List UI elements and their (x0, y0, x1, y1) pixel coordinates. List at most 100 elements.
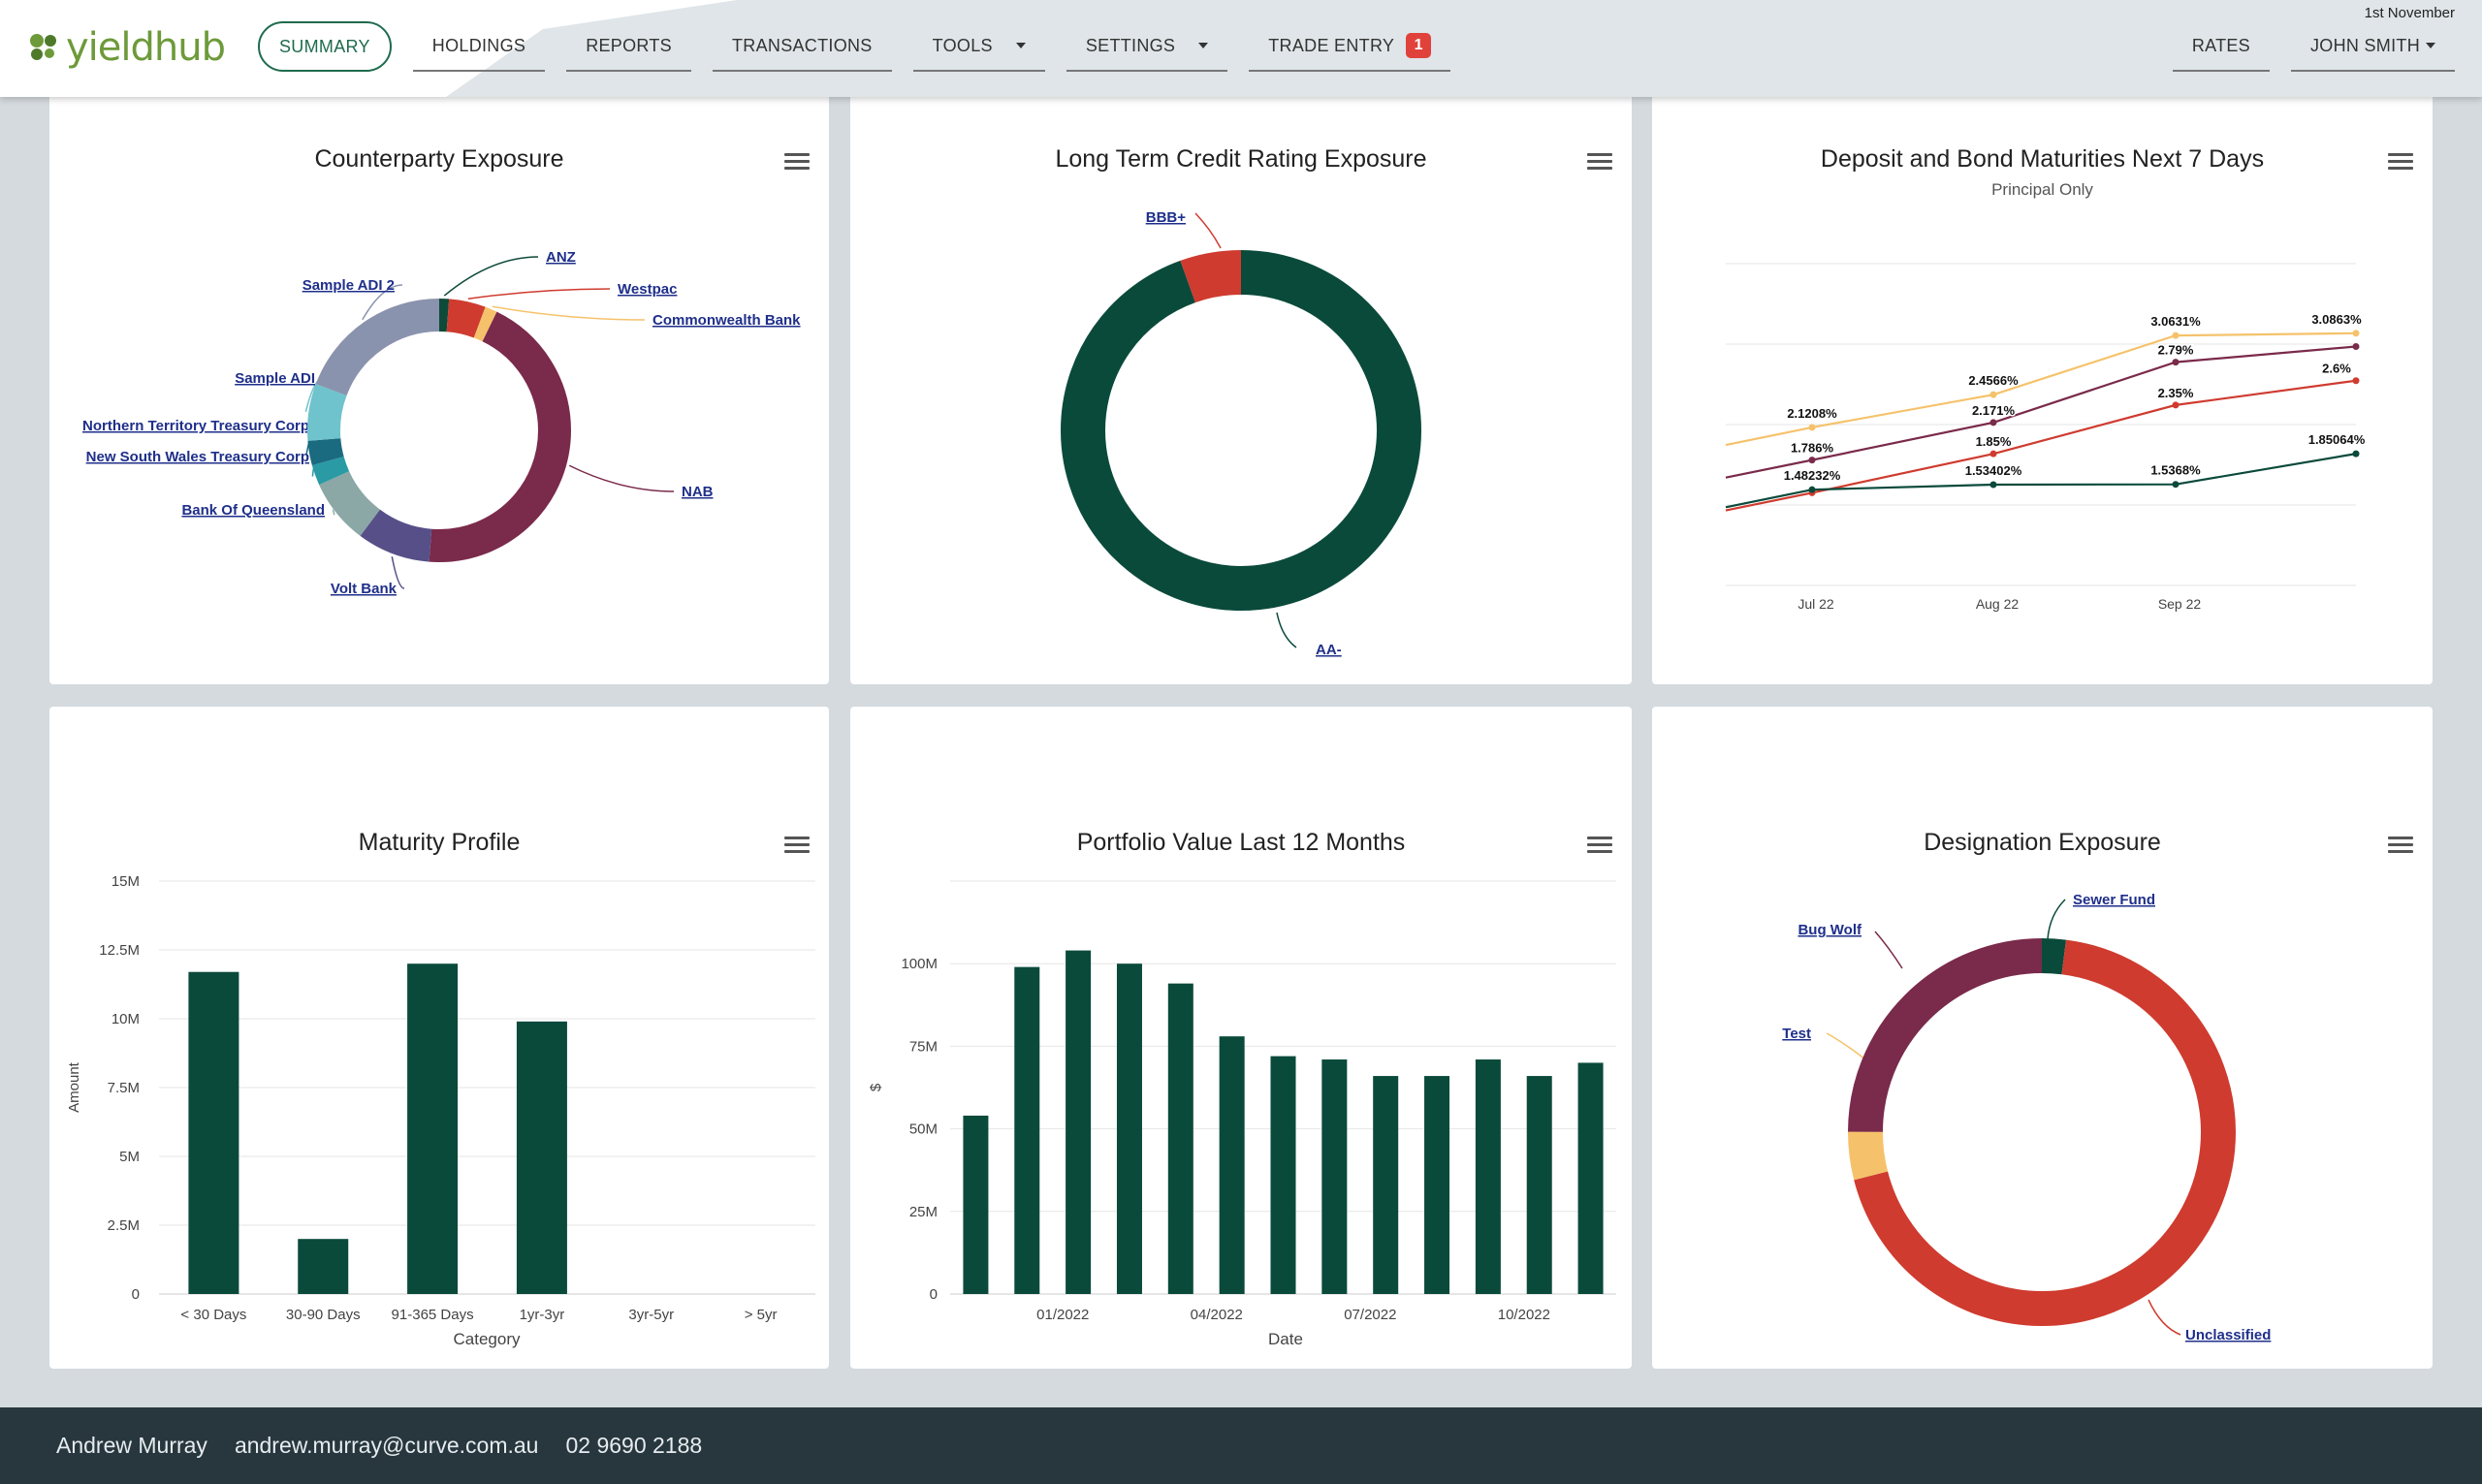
pie-slice-sample-adi (307, 299, 571, 562)
nav-rates[interactable]: RATES (2172, 21, 2270, 72)
y-tick-label: 0 (132, 1286, 140, 1303)
bar-month-3 (1066, 950, 1092, 1294)
current-date: 1st November (2364, 5, 2455, 21)
nav-settings[interactable]: SETTINGS (1066, 21, 1228, 72)
credit-rating-donut-chart: BBB+ AA- (1061, 209, 1421, 658)
pie-label-aa-minus: AA- (1316, 642, 1342, 658)
nav-reports[interactable]: REPORTS (566, 21, 691, 72)
pie-label-nab: NAB (682, 484, 714, 500)
leader-line-volt-bank (391, 556, 405, 589)
x-tick-label: 3yr-5yr (628, 1307, 674, 1323)
pie-label-sewer-fund: Sewer Fund (2073, 892, 2155, 908)
leader-line-westpac (467, 288, 611, 300)
main-nav: SUMMARY HOLDINGS REPORTS TRANSACTIONS TO… (258, 21, 1472, 72)
line-point (1989, 450, 1997, 458)
contact-email[interactable]: andrew.murray@curve.com.au (234, 1433, 539, 1458)
data-label: 1.48232% (1784, 468, 1841, 483)
panel-title: Designation Exposure (1924, 829, 2161, 856)
hamburger-menu-icon[interactable] (784, 153, 810, 173)
nav-transactions[interactable]: TRANSACTIONS (713, 21, 892, 72)
hamburger-menu-icon[interactable] (1587, 837, 1612, 856)
pie-label-bank-of-queensland: Bank Of Queensland (181, 502, 325, 519)
data-label: 3.0631% (2150, 314, 2201, 329)
x-tick-label: Jul 22 (1798, 596, 1834, 612)
x-tick-label: 1yr-3yr (520, 1307, 565, 1323)
data-label: 1.85% (1976, 434, 2012, 449)
data-label: 2.79% (2158, 343, 2194, 358)
x-tick-label: Aug 22 (1976, 596, 2020, 612)
leader-line-unclassified (2148, 1299, 2181, 1336)
line-point (2352, 450, 2360, 458)
maturities-line-chart: Jul 22 Aug 22 Sep 22 2.1208% 2.4566% 3.0631% 3… (1725, 263, 2367, 612)
pie-label-unclassified: Unclassified (2185, 1327, 2271, 1343)
yieldhub-leaf-icon (30, 34, 56, 60)
bar-month-5 (1167, 983, 1193, 1294)
data-label: 2.171% (1972, 403, 2016, 418)
pie-label-sample-adi-2: Sample ADI 2 (302, 277, 395, 294)
bar-month-9 (1373, 1076, 1399, 1294)
data-label: 2.35% (2158, 386, 2194, 400)
panel-title: Deposit and Bond Maturities Next 7 Days (1820, 145, 2265, 173)
leader-line-bug-wolf (1874, 931, 1903, 969)
pie-label-bug-wolf: Bug Wolf (1798, 922, 1862, 938)
bar-month-10 (1424, 1076, 1450, 1294)
maturity-profile-panel: Maturity Profile 0 2.5M 5M 7.5M 10M 12.5M 15M <… (49, 707, 829, 1369)
nav-tools[interactable]: TOOLS (912, 21, 1045, 72)
hamburger-menu-icon[interactable] (1587, 153, 1612, 173)
counterparty-donut-chart: ANZ Westpac Commonwealth Bank NAB Volt Bank B… (82, 249, 801, 597)
line-point (2352, 377, 2360, 385)
pie-label-new-south-wales-treasury-corp: New South Wales Treasury Corp (86, 449, 309, 465)
user-menu[interactable]: JOHN SMITH (2291, 21, 2455, 72)
data-label: 1.5368% (2150, 463, 2201, 478)
bar-month-11 (1475, 1059, 1501, 1294)
pie-slice-bug-wolf (1848, 938, 2236, 1326)
line-series-1 (1725, 332, 2357, 447)
bar-month-4 (1116, 963, 1142, 1294)
pie-label-commonwealth-bank: Commonwealth Bank (652, 312, 801, 329)
leader-line-anz (443, 256, 539, 297)
nav-trade-entry[interactable]: TRADE ENTRY 1 (1249, 21, 1451, 72)
y-axis-title: $ (868, 1083, 884, 1091)
brand-name: yieldhub (66, 25, 226, 70)
bar-month-1 (963, 1115, 989, 1294)
hamburger-menu-icon[interactable] (784, 837, 810, 856)
y-tick-label: 7.5M (108, 1080, 140, 1096)
pie-label-volt-bank: Volt Bank (331, 581, 398, 597)
leader-line-sewer-fund (2047, 899, 2066, 940)
nav-summary[interactable]: SUMMARY (258, 21, 392, 72)
line-point (1808, 424, 1816, 431)
pie-slice-unclassified (1848, 938, 2236, 1326)
y-tick-label: 100M (901, 956, 938, 972)
y-tick-label: 75M (909, 1038, 938, 1055)
nav-holdings[interactable]: HOLDINGS (412, 21, 546, 72)
bar-1yr-3yr (516, 1021, 567, 1294)
line-point (1808, 486, 1816, 493)
pie-label-sample-adi: Sample ADI (235, 370, 315, 387)
line-point (2172, 359, 2180, 366)
x-tick-label: 01/2022 (1036, 1307, 1089, 1323)
bar-30-days (188, 971, 239, 1294)
hamburger-menu-icon[interactable] (2388, 837, 2413, 856)
pie-label-test: Test (1782, 1026, 1811, 1042)
leader-line-sample-adi-2 (362, 284, 403, 321)
y-tick-label: 25M (909, 1204, 938, 1220)
panel-title: Long Term Credit Rating Exposure (1055, 145, 1427, 173)
pie-slice-test (1848, 938, 2236, 1326)
right-nav: RATES JOHN SMITH (2151, 21, 2455, 72)
pie-label-northern-territory-treasury-corp: Northern Territory Treasury Corp (82, 418, 309, 434)
top-navigation-bar: yieldhub SUMMARY HOLDINGS REPORTS TRANSA… (0, 0, 2482, 97)
pie-slice-aa-minus (1061, 250, 1421, 611)
x-tick-label: 91-365 Days (392, 1307, 474, 1323)
y-axis-title: Amount (66, 1061, 82, 1113)
data-label: 2.4566% (1968, 373, 2019, 388)
x-tick-label: 04/2022 (1191, 1307, 1243, 1323)
x-tick-label: 07/2022 (1344, 1307, 1396, 1323)
nav-trade-entry-label: TRADE ENTRY (1268, 35, 1395, 55)
yieldhub-logo[interactable]: yieldhub (27, 25, 226, 70)
nav-settings-label: SETTINGS (1085, 35, 1176, 55)
pie-label-anz: ANZ (546, 249, 576, 266)
line-point (2172, 401, 2180, 409)
y-tick-label: 10M (111, 1011, 140, 1027)
bar-month-7 (1270, 1056, 1296, 1294)
hamburger-menu-icon[interactable] (2388, 153, 2413, 173)
